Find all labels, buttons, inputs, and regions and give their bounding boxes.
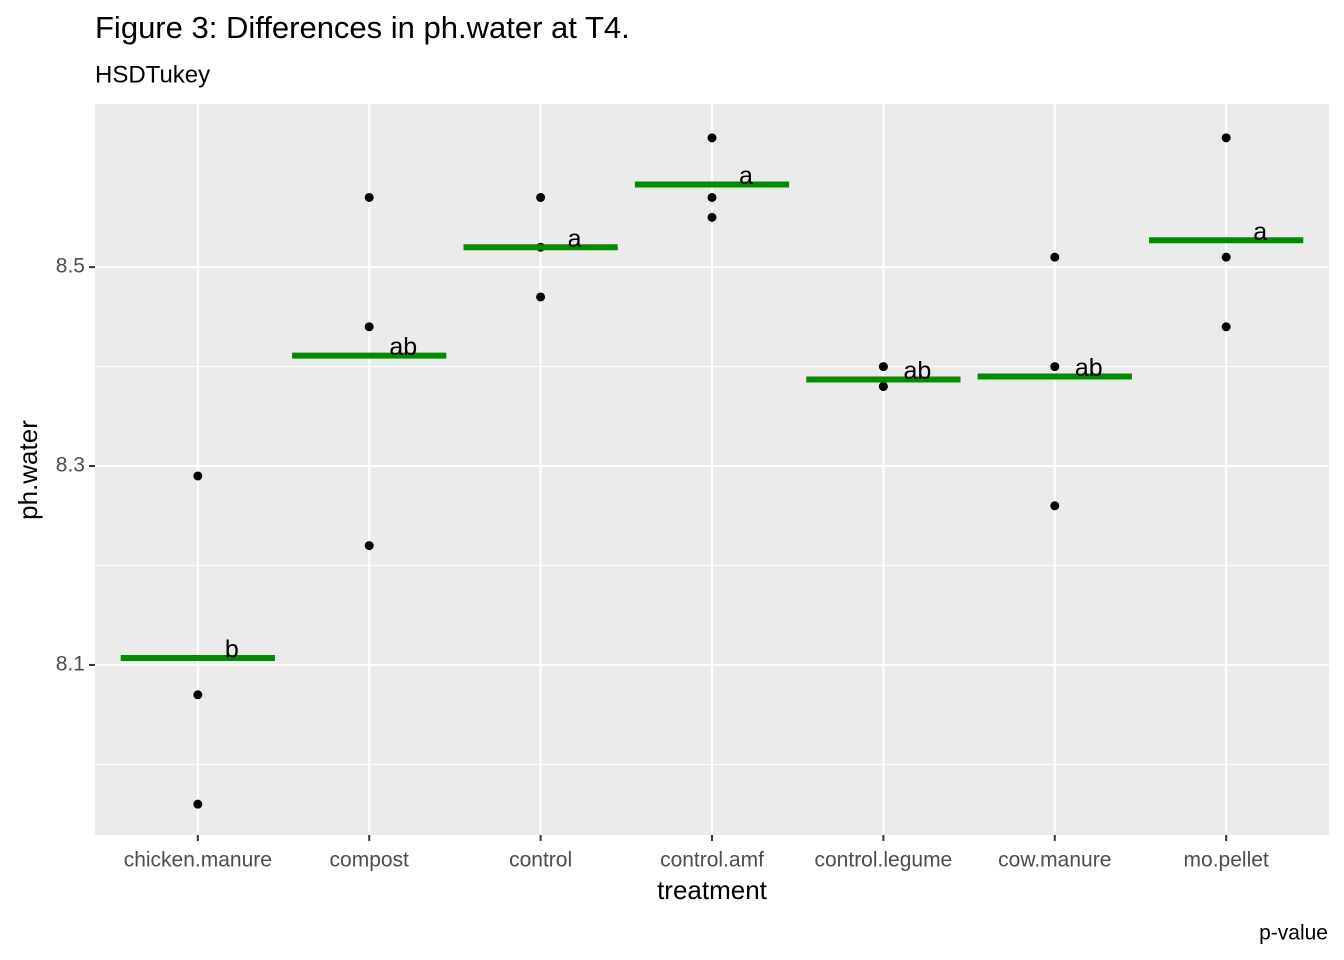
y-tick-label: 8.5 — [56, 255, 85, 278]
point — [1221, 322, 1231, 332]
point — [707, 212, 717, 222]
y-tick-label: 8.3 — [56, 454, 85, 477]
point — [1050, 501, 1060, 511]
chart-title: Figure 3: Differences in ph.water at T4. — [95, 10, 630, 45]
caption: p-value — [1259, 922, 1328, 945]
point — [1050, 362, 1060, 372]
group-letter: ab — [389, 333, 417, 361]
x-tick-label: mo.pellet — [1184, 849, 1269, 872]
point — [878, 381, 888, 391]
chart-subtitle: HSDTukey — [95, 61, 210, 88]
point — [364, 541, 374, 551]
point — [536, 192, 546, 202]
group-letter: ab — [1075, 354, 1103, 382]
point — [1221, 252, 1231, 262]
group-letter: ab — [903, 357, 931, 385]
point — [536, 292, 546, 302]
y-tick-label: 8.1 — [56, 652, 85, 675]
x-tick-label: cow.manure — [998, 849, 1111, 872]
point — [707, 192, 717, 202]
group-letter: b — [225, 636, 239, 664]
point — [193, 471, 203, 481]
x-tick-label: control — [509, 849, 572, 872]
x-tick-label: compost — [330, 849, 410, 872]
y-axis-title: ph.water — [13, 420, 43, 520]
x-tick-label: control.amf — [660, 849, 764, 872]
point — [193, 690, 203, 700]
group-letter: a — [568, 225, 582, 253]
point — [1050, 252, 1060, 262]
point — [1221, 133, 1231, 143]
point — [364, 192, 374, 202]
point — [878, 362, 888, 372]
group-letter: a — [1253, 218, 1267, 246]
point — [193, 799, 203, 809]
point — [364, 322, 374, 332]
point — [707, 133, 717, 143]
x-tick-label: control.legume — [815, 849, 953, 872]
x-tick-label: chicken.manure — [124, 849, 272, 872]
x-axis-title: treatment — [657, 875, 768, 905]
group-letter: a — [739, 162, 753, 190]
